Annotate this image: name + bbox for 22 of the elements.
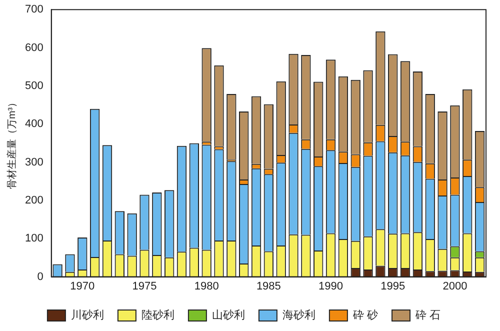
legend-label: 川砂利 xyxy=(70,308,104,322)
y-tick-label: 600 xyxy=(24,42,44,54)
y-tick-label: 400 xyxy=(24,118,44,130)
legend-label: 海砂利 xyxy=(282,308,316,322)
x-tick-label: 1995 xyxy=(380,280,406,292)
y-tick-label: 100 xyxy=(24,232,44,245)
legend-label: 砕 石 xyxy=(414,310,441,322)
x-tick-label: 1990 xyxy=(318,280,344,292)
y-tick-label: 700 xyxy=(24,4,44,16)
legend-label: 陸砂利 xyxy=(141,308,174,322)
y-tick-label: 500 xyxy=(24,80,44,92)
y-tick-label: 300 xyxy=(24,156,44,168)
y-tick-label: 0 xyxy=(37,270,44,283)
x-tick-label: 1985 xyxy=(256,280,281,292)
y-tick-label: 200 xyxy=(24,194,44,206)
legend-label: 砕 砂 xyxy=(352,308,378,322)
x-tick-label: 1980 xyxy=(194,280,219,292)
x-tick-label: 1975 xyxy=(132,280,157,292)
y-axis-title: 骨材生産量（万m³） xyxy=(6,97,18,190)
x-tick-label: 1970 xyxy=(70,280,95,292)
legend-label: 山砂利 xyxy=(212,308,245,322)
x-tick-label: 2000 xyxy=(442,280,468,292)
